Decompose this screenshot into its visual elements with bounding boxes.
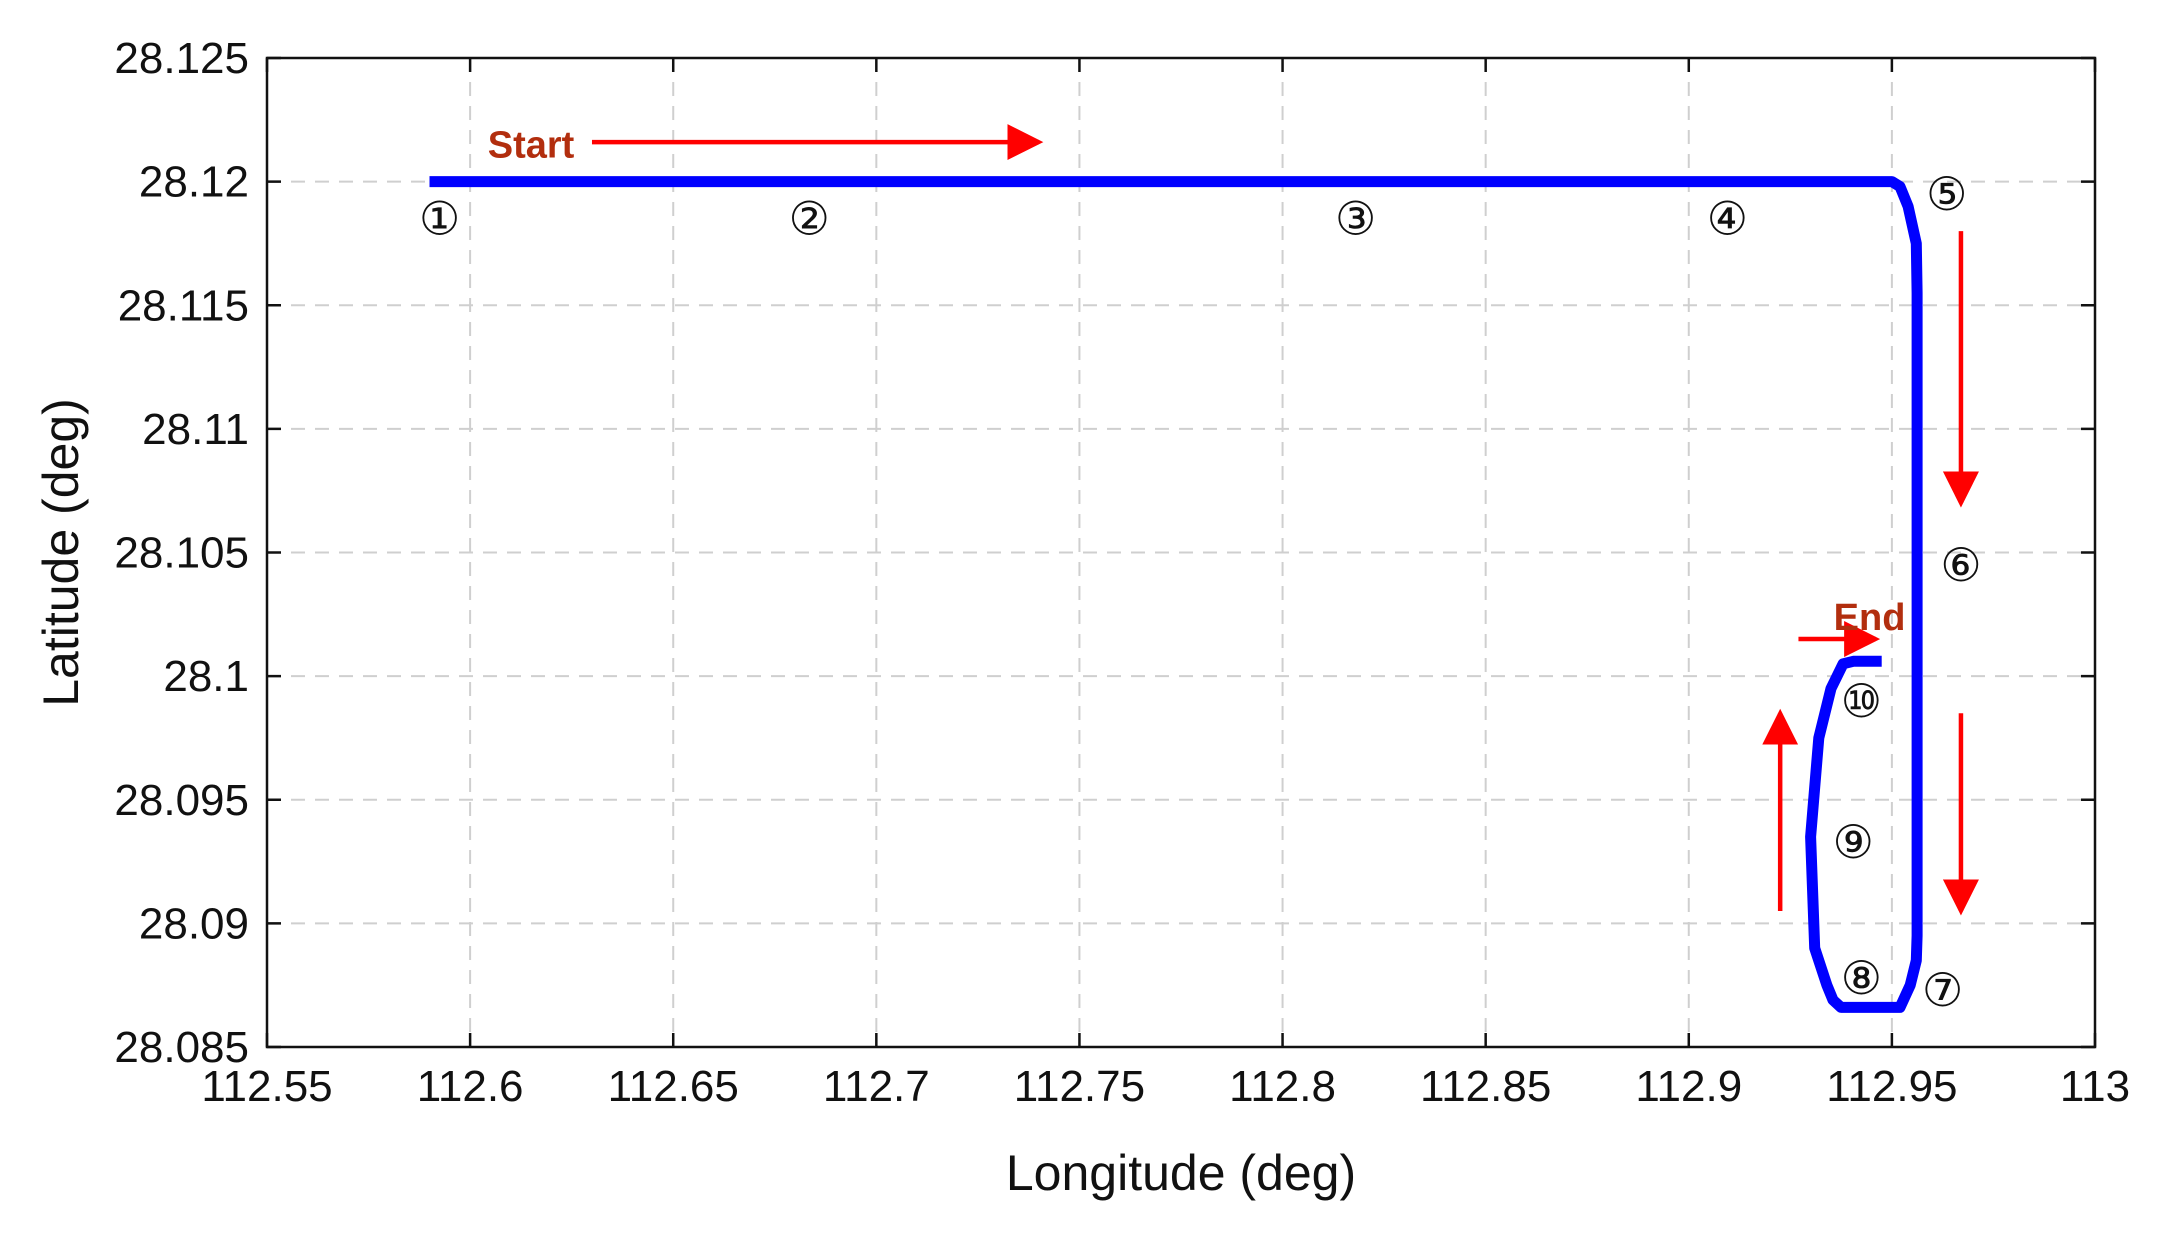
y-tick-label: 28.09 xyxy=(139,899,249,948)
x-tick-label: 112.7 xyxy=(823,1062,930,1111)
waypoint-marker: ⑥ xyxy=(1940,538,1981,592)
x-tick-label: 112.75 xyxy=(1014,1062,1145,1111)
trajectory-line xyxy=(429,176,1923,1013)
annotation-label: End xyxy=(1834,597,1906,639)
waypoint-marker: ② xyxy=(789,192,830,246)
y-tick-label: 28.125 xyxy=(114,34,249,83)
waypoint-marker: ③ xyxy=(1335,192,1376,246)
x-tick-label: 112.8 xyxy=(1229,1062,1336,1111)
x-tick-label: 112.85 xyxy=(1420,1062,1551,1111)
series-layer xyxy=(429,176,1923,1013)
x-tick-label: 113 xyxy=(2060,1062,2130,1111)
y-tick-label: 28.11 xyxy=(142,405,249,454)
axis-ticks: 112.55 112.6 112.65 112.7 112.75 112.8 112.85 1… xyxy=(114,34,2130,1111)
x-tick-label: 112.65 xyxy=(608,1062,739,1111)
x-tick-label: 112.9 xyxy=(1635,1062,1742,1111)
x-tick-label: 112.95 xyxy=(1826,1062,1957,1111)
y-axis-label: Latitude (deg) xyxy=(33,398,89,707)
y-tick-label: 28.105 xyxy=(114,529,249,578)
waypoint-marker: ⑦ xyxy=(1922,963,1963,1017)
y-tick-label: 28.085 xyxy=(114,1023,249,1072)
waypoint-marker: ① xyxy=(419,192,460,246)
annotation-label: Start xyxy=(488,125,575,167)
y-tick-label: 28.1 xyxy=(163,652,249,701)
waypoint-marker: ⑤ xyxy=(1926,167,1967,221)
waypoint-marker: ⑧ xyxy=(1841,951,1882,1005)
x-axis-label: Longitude (deg) xyxy=(1006,1145,1356,1201)
waypoint-marker: ⑨ xyxy=(1833,815,1874,869)
grid-lines xyxy=(267,58,2095,1047)
x-tick-label: 112.6 xyxy=(417,1062,524,1111)
waypoint-marker: ④ xyxy=(1707,192,1748,246)
x-tick-label: 112.55 xyxy=(201,1062,332,1111)
y-tick-label: 28.12 xyxy=(139,158,249,207)
y-tick-label: 28.115 xyxy=(118,281,249,330)
y-tick-label: 28.095 xyxy=(114,776,249,825)
waypoint-marker: ⑩ xyxy=(1841,674,1882,728)
annotations-layer: ① ② ③ ④ ⑤ ⑥ ⑦⑧ ⑨ ⑩ Start End xyxy=(419,124,1982,1017)
